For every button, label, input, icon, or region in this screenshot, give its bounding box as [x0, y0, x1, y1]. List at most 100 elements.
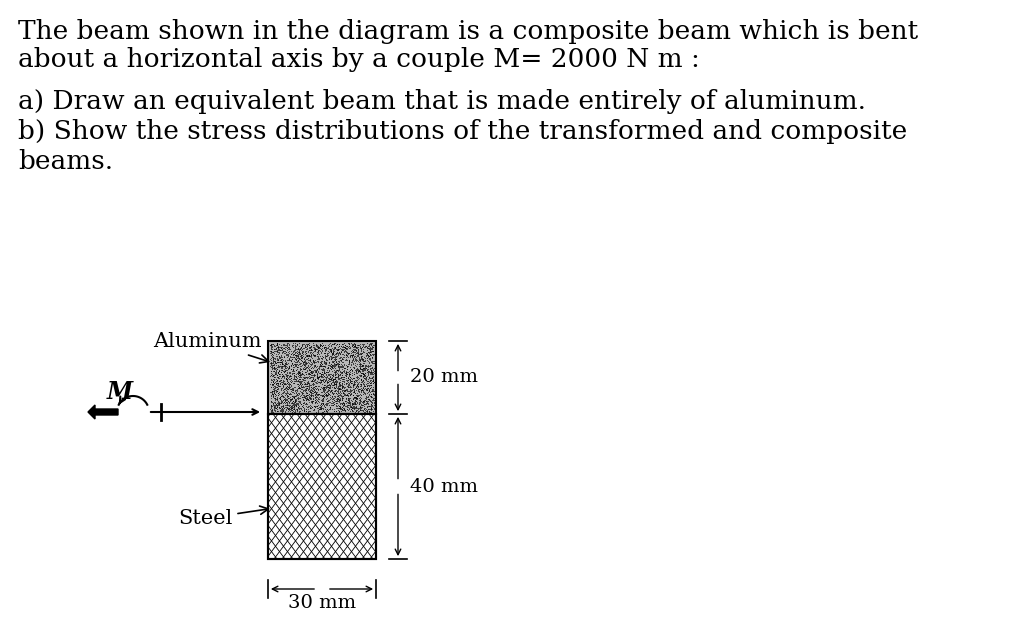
Point — [362, 367, 379, 377]
Point — [330, 350, 346, 360]
Point — [263, 348, 280, 358]
Point — [364, 377, 380, 387]
Point — [331, 384, 347, 394]
Point — [273, 362, 290, 372]
Point — [358, 383, 375, 393]
Point — [347, 388, 364, 398]
Point — [337, 340, 353, 350]
Point — [262, 358, 279, 368]
Point — [331, 383, 347, 393]
Point — [341, 393, 357, 403]
Point — [315, 373, 332, 383]
Point — [275, 352, 292, 362]
Point — [298, 357, 314, 367]
Point — [280, 377, 296, 387]
Point — [310, 357, 327, 366]
Point — [322, 369, 338, 379]
Point — [269, 355, 286, 365]
Point — [333, 362, 349, 372]
Point — [352, 379, 369, 389]
Point — [278, 347, 294, 357]
Point — [268, 340, 285, 350]
Point — [287, 391, 303, 400]
Point — [344, 347, 360, 357]
Point — [346, 339, 362, 348]
Point — [316, 367, 333, 377]
Point — [309, 340, 326, 350]
Point — [334, 368, 350, 378]
Point — [334, 378, 350, 387]
Point — [307, 384, 324, 394]
Point — [361, 363, 378, 373]
Point — [290, 398, 306, 408]
Point — [309, 363, 326, 373]
Point — [301, 383, 317, 393]
Point — [315, 384, 332, 394]
Point — [359, 374, 376, 384]
Point — [289, 363, 305, 373]
Point — [324, 391, 340, 401]
Point — [329, 365, 345, 375]
Point — [276, 344, 293, 354]
Point — [365, 378, 381, 388]
Point — [269, 406, 286, 416]
Point — [279, 368, 295, 378]
Point — [343, 370, 359, 380]
Point — [347, 376, 364, 386]
Point — [308, 390, 325, 400]
Point — [355, 356, 372, 366]
Point — [301, 368, 317, 378]
Point — [316, 382, 333, 392]
Point — [332, 395, 348, 405]
Point — [284, 385, 300, 395]
Point — [279, 366, 295, 376]
Point — [267, 385, 284, 395]
Point — [318, 374, 335, 384]
Point — [275, 358, 292, 368]
Point — [310, 407, 327, 417]
Point — [349, 397, 366, 407]
Point — [336, 400, 352, 410]
Point — [332, 403, 348, 413]
Point — [325, 374, 341, 384]
Point — [334, 345, 350, 355]
Point — [262, 354, 279, 364]
Point — [312, 371, 329, 381]
Point — [271, 392, 288, 402]
Point — [341, 342, 357, 352]
Point — [314, 389, 331, 399]
Point — [263, 397, 280, 407]
Point — [341, 368, 357, 378]
Point — [280, 370, 296, 380]
Point — [281, 354, 297, 364]
Point — [348, 343, 365, 353]
Point — [355, 396, 372, 406]
Point — [359, 360, 376, 370]
Point — [287, 341, 303, 351]
Point — [313, 361, 330, 371]
Point — [339, 404, 355, 414]
Point — [303, 382, 319, 392]
Point — [309, 389, 326, 399]
Point — [279, 373, 295, 383]
Point — [350, 384, 367, 394]
Point — [348, 355, 365, 365]
Point — [325, 394, 341, 404]
Point — [349, 364, 366, 374]
Point — [289, 404, 305, 413]
Point — [318, 404, 335, 414]
Point — [365, 346, 381, 356]
Point — [340, 404, 356, 413]
Point — [316, 361, 333, 371]
Point — [265, 386, 282, 396]
Point — [309, 372, 326, 382]
Point — [306, 350, 323, 360]
Point — [338, 347, 354, 357]
Point — [284, 364, 300, 374]
Point — [301, 389, 317, 399]
Point — [318, 386, 335, 396]
Point — [337, 406, 353, 416]
Point — [328, 381, 344, 391]
Point — [290, 384, 306, 394]
Point — [299, 387, 315, 397]
